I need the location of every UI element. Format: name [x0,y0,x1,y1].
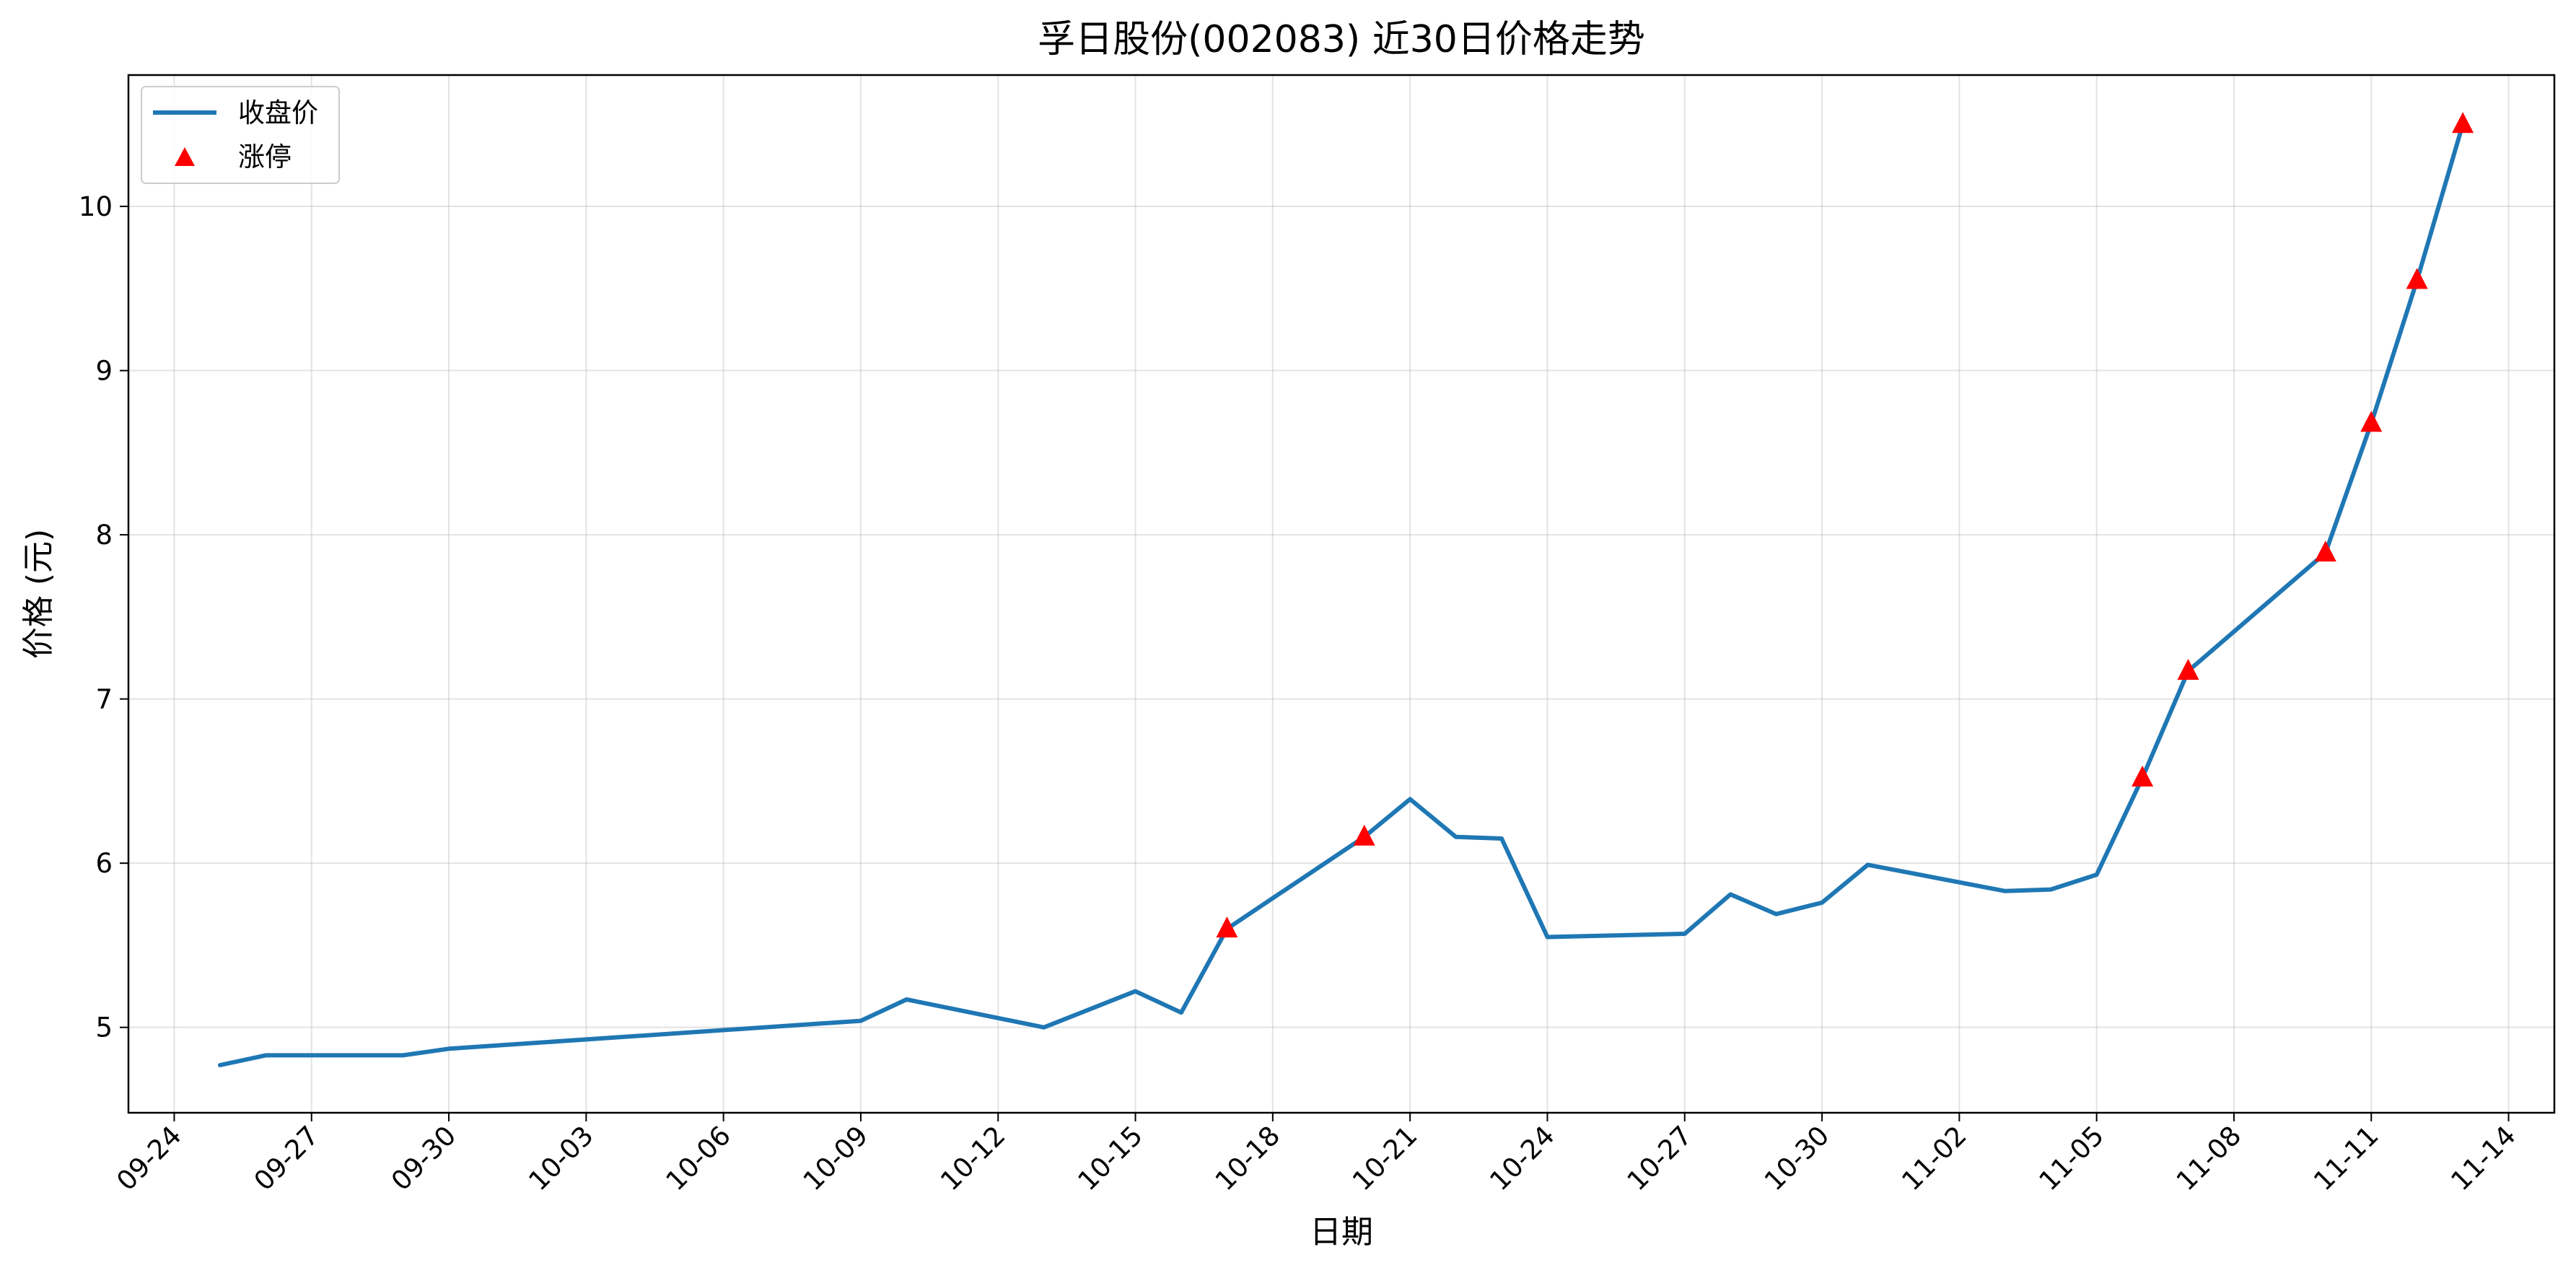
y-tick-label: 9 [95,356,113,387]
close-price-line [217,122,2466,1067]
legend-label-close-price: 收盘价 [238,97,318,128]
limit-up-marker [2452,112,2474,134]
limit-up-marker [2360,411,2383,432]
y-tick-label: 6 [95,848,113,879]
y-tick-label: 8 [95,520,113,551]
legend-label-limit-up: 涨停 [238,141,292,172]
limit-up-marker [2132,765,2154,787]
y-tick-label: 5 [95,1012,113,1043]
limit-up-marker [2314,540,2336,562]
limit-up-marker [1216,916,1238,938]
y-axis-ticks: 5 6 7 8 9 10 [79,191,128,1043]
legend: 收盘价 涨停 [141,86,340,184]
chart-title: 孚日股份(002083) 近30日价格走势 [1038,18,1645,61]
y-tick-label: 7 [95,684,113,715]
plot-frame [127,74,2556,1114]
limit-up-marker [2177,658,2199,680]
limit-up-marker [1353,824,1375,846]
y-tick-label: 10 [79,191,113,222]
x-axis-label: 日期 [1310,1214,1373,1251]
grid-lines [128,75,2554,1113]
y-axis-label: 价格 (元) [20,529,57,659]
series-layer [217,112,2474,1067]
limit-up-marker [2406,268,2428,289]
legend-triangle-icon [175,147,195,166]
